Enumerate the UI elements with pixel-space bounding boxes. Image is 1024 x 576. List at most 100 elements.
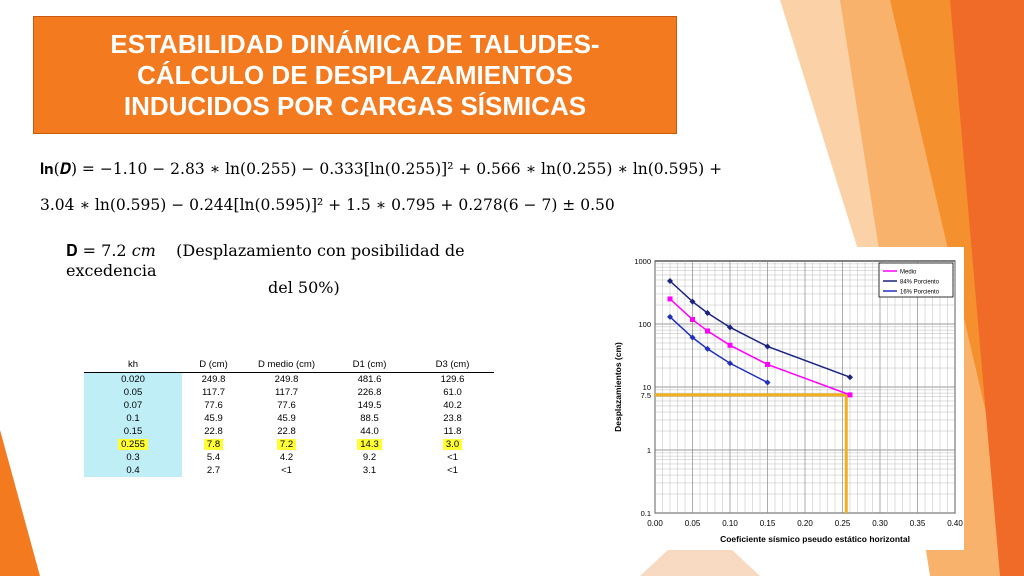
table-cell: 5.4 xyxy=(206,452,221,463)
x-tick-label: 0.10 xyxy=(722,519,738,528)
data-point xyxy=(667,277,673,284)
table-cell: 77.6 xyxy=(204,400,223,411)
table-cell: 4.2 xyxy=(279,452,294,463)
data-point xyxy=(847,374,853,381)
table-cell: 22.8 xyxy=(204,426,223,437)
x-tick-label: 0.15 xyxy=(760,519,776,528)
data-point xyxy=(764,343,771,350)
table-row: 0.020 249.8 249.8 481.6 129.6 xyxy=(84,372,494,386)
data-point xyxy=(765,361,770,367)
y-tick-label: 7.5 xyxy=(641,391,651,400)
x-tick-label: 0.00 xyxy=(647,519,663,528)
x-tick-label: 0.40 xyxy=(947,519,963,528)
col-header-kh: kh xyxy=(84,357,182,373)
formula-line-2: 3.04 ∗ ln(0.595) − 0.244[ln(0.595)]² + 1… xyxy=(40,196,615,214)
title-banner: ESTABILIDAD DINÁMICA DE TALUDES- CÁLCULO… xyxy=(33,16,677,134)
table-row: 0.05 117.7 117.7 226.8 61.0 xyxy=(84,386,494,399)
table-row: 0.1 45.9 45.9 88.5 23.8 xyxy=(84,412,494,425)
legend-entry: Medio xyxy=(900,270,917,276)
table-cell: 40.2 xyxy=(443,400,462,411)
x-tick-label: 0.30 xyxy=(872,519,888,528)
data-point xyxy=(727,360,733,367)
table-cell: 11.8 xyxy=(443,426,462,437)
data-point xyxy=(667,296,673,302)
table-cell: 0.255 xyxy=(84,438,182,451)
y-tick-label: 100 xyxy=(638,320,651,329)
table-body: 0.020 249.8 249.8 481.6 129.6 0.05 117.7 117.7 2… xyxy=(84,372,494,477)
table-cell: 0.15 xyxy=(84,425,182,438)
table-cell: 117.7 xyxy=(201,387,226,398)
col-header-d-medio: D medio (cm) xyxy=(245,357,328,373)
result-description-2: del 50%) xyxy=(268,278,340,297)
table-row: 0.15 22.8 22.8 44.0 11.8 xyxy=(84,425,494,438)
table-cell: 0.07 xyxy=(84,399,182,412)
table-cell: 22.8 xyxy=(277,426,296,437)
table-cell: <1 xyxy=(281,465,292,476)
data-point xyxy=(690,317,695,323)
table-cell: 149.5 xyxy=(357,400,382,411)
data-point xyxy=(689,334,696,341)
table-cell: 45.9 xyxy=(204,413,223,424)
data-point xyxy=(847,392,853,398)
table-cell: 23.8 xyxy=(443,413,462,424)
data-point xyxy=(667,313,673,320)
table-cell: 9.2 xyxy=(362,452,377,463)
y-tick-label: 0.1 xyxy=(641,509,651,518)
result-label: 𝐃 = 7.2 𝑐𝑚 xyxy=(66,241,156,260)
table-cell: 61.0 xyxy=(443,387,462,398)
result-description: (Desplazamiento con posibilidad de exced… xyxy=(66,241,465,280)
table-cell: 3.1 xyxy=(362,465,377,476)
displacement-table: kh D (cm) D medio (cm) D1 (cm) D3 (cm) 0… xyxy=(84,357,494,477)
y-tick-label: 1000 xyxy=(634,257,651,266)
table-cell: 44.0 xyxy=(360,426,379,437)
table-cell: 226.8 xyxy=(357,387,382,398)
col-header-d: D (cm) xyxy=(182,357,245,373)
table-cell: 0.05 xyxy=(84,386,182,399)
table-cell: 0.3 xyxy=(84,451,182,464)
y-tick-label: 10 xyxy=(643,383,651,392)
table-cell: <1 xyxy=(447,465,458,476)
table-cell: 45.9 xyxy=(277,413,296,424)
x-tick-label: 0.35 xyxy=(910,519,926,528)
series-line xyxy=(669,280,851,378)
result-line-1: 𝐃 = 7.2 𝑐𝑚 (Desplazamiento con posibilid… xyxy=(66,241,556,280)
table-cell: 14.3 xyxy=(328,438,411,451)
x-tick-label: 0.05 xyxy=(685,519,701,528)
data-point xyxy=(705,328,710,334)
data-point xyxy=(727,342,733,348)
table-cell: 7.8 xyxy=(182,438,245,451)
table-row: 0.255 7.8 7.2 14.3 3.0 xyxy=(84,438,494,451)
x-tick-label: 0.20 xyxy=(797,519,813,528)
table-cell: 0.4 xyxy=(84,464,182,477)
table-cell: 249.8 xyxy=(201,374,226,385)
data-point xyxy=(704,345,711,352)
table-cell: 249.8 xyxy=(274,374,299,385)
table-cell: 0.1 xyxy=(84,412,182,425)
table-cell: 117.7 xyxy=(274,387,299,398)
table-row: 0.3 5.4 4.2 9.2 <1 xyxy=(84,451,494,464)
slide-title: ESTABILIDAD DINÁMICA DE TALUDES- CÁLCULO… xyxy=(110,28,600,121)
table-header-row: kh D (cm) D medio (cm) D1 (cm) D3 (cm) xyxy=(84,357,494,373)
chart-panel: 0.00 0.05 0.10 0.15 0.20 0.25 0.30 0.35 0.40 0.1 1… xyxy=(609,247,964,550)
table-cell: 2.7 xyxy=(206,465,221,476)
data-point xyxy=(764,379,771,386)
y-axis-label: Desplazamientos (cm) xyxy=(613,342,623,432)
table-cell: 7.2 xyxy=(245,438,328,451)
table-row: 0.07 77.6 77.6 149.5 40.2 xyxy=(84,399,494,412)
y-tick-label: 1 xyxy=(647,446,651,455)
data-point xyxy=(689,298,696,305)
table-cell: 77.6 xyxy=(277,400,296,411)
legend-entry: 16% Porciento xyxy=(900,290,940,296)
table-cell: 129.6 xyxy=(440,374,465,385)
table-cell: <1 xyxy=(447,452,458,463)
col-header-d1: D1 (cm) xyxy=(328,357,411,373)
data-point xyxy=(727,324,733,331)
table-cell: 88.5 xyxy=(360,413,379,424)
x-axis-label: Coeficiente sísmico pseudo estático hori… xyxy=(720,534,910,544)
table-cell: 0.020 xyxy=(84,372,182,386)
table-row: 0.4 2.7 <1 3.1 <1 xyxy=(84,464,494,477)
table-cell: 3.0 xyxy=(411,438,494,451)
formula-line-1: 𝐥𝐧(𝑫) = −1.10 − 2.83 ∗ ln(0.255) − 0.333… xyxy=(40,160,723,178)
table-cell: 481.6 xyxy=(357,374,382,385)
series-line xyxy=(669,298,851,396)
